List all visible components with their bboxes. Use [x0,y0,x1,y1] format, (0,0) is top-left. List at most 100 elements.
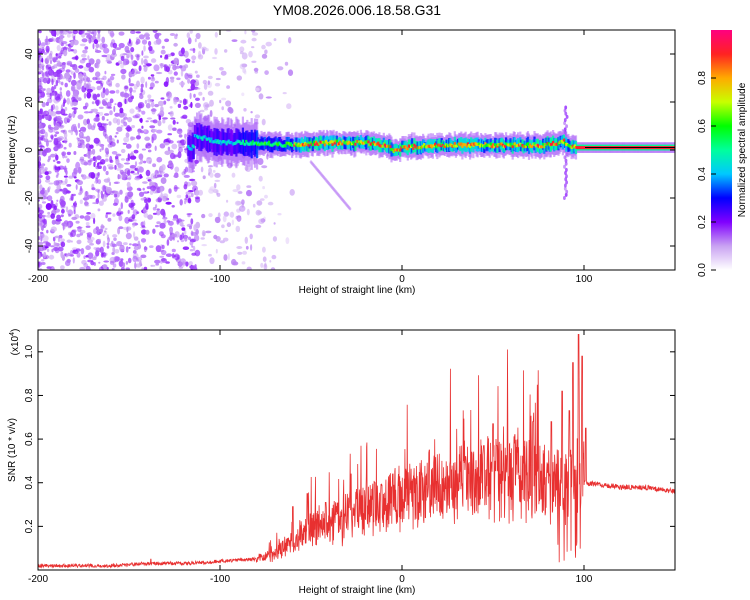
spectrogram-speckle-dot [214,31,218,38]
spectrogram-speckle-dot [136,256,143,262]
spectrogram-speckle-dot [41,58,44,63]
spectrogram-speckle-dot [144,99,148,104]
spectrogram-speckle-dot [140,130,144,134]
spectrogram-speckle-dot [95,71,101,78]
spectrogram-speckle-dot [38,261,43,267]
spectrogram-speckle-dot [194,70,198,74]
spectrogram-speckle-dot [45,214,52,218]
spectrogram-speckle-dot [226,199,229,203]
spectrogram-speckle-dot [145,169,151,177]
spectrogram-speckle-dot [91,148,96,155]
spectrogram-speckle-dot [113,181,119,184]
spectrogram-speckle-dot [124,98,127,104]
spectrogram-speckle-dot [125,50,131,53]
spectrogram-speckle-dot [50,200,54,206]
spectrogram-speckle-dot [125,132,130,138]
spectrogram-speckle-dot [264,262,267,268]
spectrogram-speckle-dot [165,77,170,85]
spectrogram-speckle-dot [90,213,96,219]
ridge-core [372,141,376,144]
spectrogram-speckle-dot [209,99,214,107]
ridge-core [381,145,384,148]
spectrogram-speckle-dot [225,100,232,107]
spectrogram-speckle-dot [45,147,52,153]
spectrogram-speckle-dot [183,64,189,69]
spectrogram-speckle-dot [115,47,122,50]
spectrogram-speckle-dot [60,30,64,34]
spectrogram-speckle-dot [230,211,234,218]
spectrogram-speckle-dot [174,166,180,173]
spectrogram-speckle-dot [84,176,91,179]
spectrogram-speckle-dot [154,103,160,108]
spectrogram-speckle-dot [38,207,41,212]
spectrogram-speckle-dot [54,247,60,254]
spectrogram-speckle-dot [38,222,42,226]
spectrogram-speckle-dot [241,261,246,265]
spectrogram-speckle-dot [97,189,100,194]
spectrogram-speckle-dot [272,236,277,242]
spectrogram-speckle-dot [60,81,64,86]
spectrogram-speckle-dot [261,53,268,59]
spectrogram-speckle-dot [79,43,86,47]
spectrogram-speckle-dot [67,222,71,228]
spectrogram-speckle-dot [100,225,105,229]
spectrogram-spike-dot [564,192,568,197]
spectrogram-speckle-dot [160,106,164,113]
spectrogram-speckle-dot [185,261,189,267]
ridge-core [489,142,492,146]
spectrogram-speckle-dot [99,80,102,85]
spectrogram-speckle-dot [199,109,205,113]
spectrogram-speckle-dot [139,260,142,266]
spectrogram-speckle-dot [177,151,182,159]
colorbar: 0.0 0.2 0.4 0.6 0.8 Normalized spectral ampl… [697,30,748,277]
spectrogram-speckle-dot [60,200,66,208]
spectrogram-speckle-dot [41,72,47,77]
spectrogram-speckle-dot [63,49,68,57]
spectrogram-speckle-dot [173,174,179,178]
spectrogram-speckle-dot [106,267,109,270]
spectrogram-speckle-dot [136,80,140,88]
spectrogram-speckle-dot [38,114,43,121]
spectrogram-speckle-dot [107,217,112,222]
spectrogram-speckle-dot [155,224,159,228]
ridge-core [224,140,227,144]
spectrogram-speckle-dot [140,254,147,259]
spectrogram-speckle-dot [248,50,253,58]
spectrogram-speckle-dot [114,103,117,106]
spectrogram-speckle-dot [54,221,61,225]
spectrogram-speckle-dot [109,191,115,195]
spectrogram-speckle-dot [132,172,138,176]
spectrogram-speckle-dot [143,129,147,133]
spectrogram-speckle-dot [66,97,71,105]
spectrogram-speckle-dot [143,266,148,270]
spectrogram-speckle-dot [237,251,243,255]
spectrogram-speckle-dot [92,202,99,205]
spectrogram-spike-dot [563,118,567,122]
spectrogram-spike-dot [563,164,566,169]
spectrogram-speckle-dot [135,175,141,179]
spectrogram-spike-dot [564,105,568,110]
spectrogram-speckle-dot [77,97,82,101]
spectrogram-speckle-dot [138,153,144,160]
spectrogram-speckle-dot [215,248,218,254]
spectrogram-speckle-dot [85,62,91,68]
spectrogram-speckle-dot [67,31,73,34]
ridge-core [240,141,243,145]
spectrogram-speckle-dot [43,218,47,225]
spectrogram-speckle-dot [69,64,76,68]
spectrogram-speckle-dot [54,235,60,239]
spectrogram-speckle-dot [211,56,218,60]
spectrogram-speckle-dot [107,237,110,243]
spectrogram-speckle-dot [62,46,69,50]
spectrogram-speckle-dot [54,205,57,211]
spectrogram-speckle-dot [92,256,97,261]
spectrogram-speckle-dot [40,128,46,135]
spectrogram-speckle-dot [46,55,53,61]
ridge-core [268,140,271,144]
spectrogram-speckle-dot [126,143,132,149]
ridge-core [367,140,370,144]
spectrogram-speckle-dot [42,77,48,84]
spectrogram-speckle-dot [125,127,132,130]
spectrogram-speckle-dot [42,235,49,242]
spectrogram-speckle-dot [122,262,126,268]
